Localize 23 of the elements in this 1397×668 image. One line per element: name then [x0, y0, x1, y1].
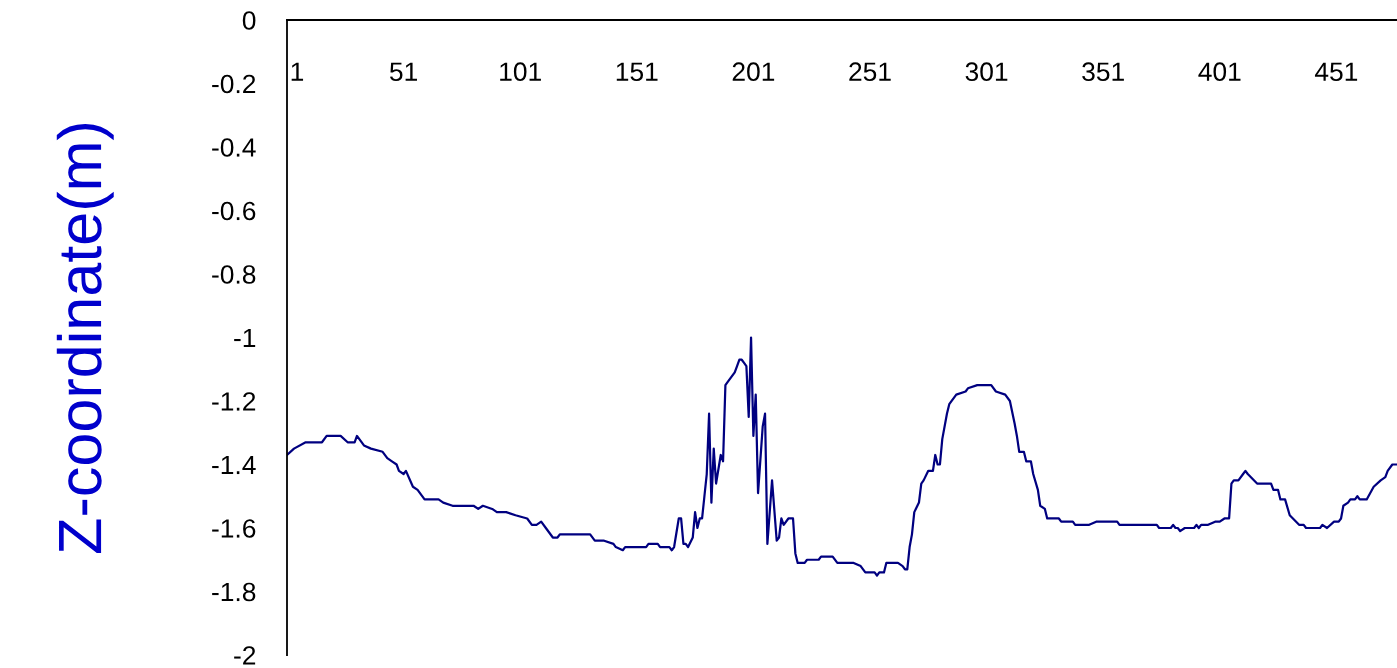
- y-tick-label: -0.4: [212, 138, 256, 157]
- y-tick-label: -1.6: [212, 519, 256, 538]
- x-tick-label: 151: [616, 62, 658, 82]
- y-tick-label: -1.2: [212, 392, 256, 411]
- y-tick-label: -1: [234, 328, 256, 348]
- x-tick-label: 51: [389, 62, 417, 82]
- x-tick-label: 101: [500, 62, 541, 82]
- x-tick-label: 351: [1082, 62, 1124, 82]
- x-tick-label: 401: [1198, 62, 1241, 82]
- y-tick-label: 0: [242, 11, 256, 30]
- line-series: [287, 336, 1397, 577]
- y-axis-title: Z-coordinate(m): [56, 123, 114, 553]
- x-tick-label: 301: [965, 62, 1008, 82]
- y-tick-label: -2: [234, 646, 256, 665]
- x-tick-label: 201: [732, 62, 775, 82]
- x-tick-label: 451: [1314, 62, 1358, 82]
- y-tick-label: -0.2: [212, 74, 256, 94]
- y-tick-label: -0.8: [212, 265, 256, 284]
- x-tick-label: 1: [291, 62, 304, 81]
- y-tick-label: -1.8: [212, 582, 256, 602]
- x-tick-label: 251: [849, 62, 891, 82]
- y-tick-label: -0.6: [212, 201, 256, 221]
- y-tick-label: -1.4: [212, 455, 256, 475]
